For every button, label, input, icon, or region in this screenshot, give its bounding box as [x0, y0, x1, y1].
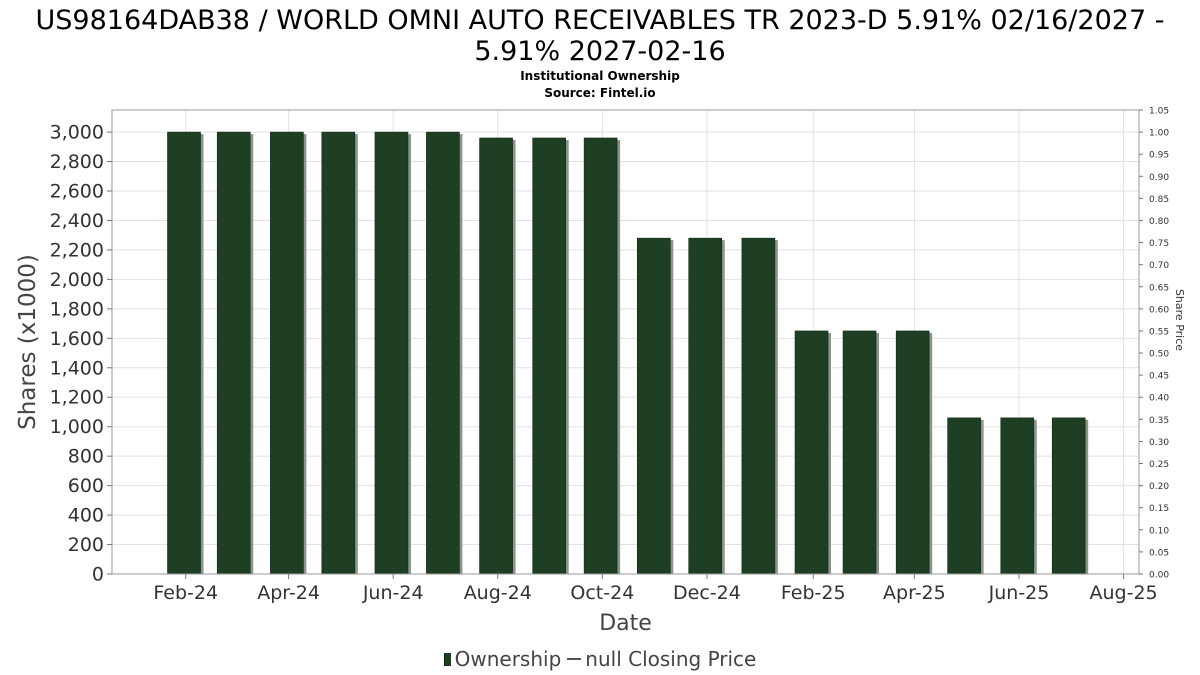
y2-tick-label: 1.05: [1149, 107, 1169, 117]
ownership-bar: [741, 237, 776, 575]
y2-tick-label: 0.10: [1149, 526, 1169, 536]
ownership-bar: [1051, 417, 1086, 575]
y-tick-label: 2,400: [50, 210, 104, 232]
ownership-bar: [895, 330, 930, 575]
y-tick-label: 1,000: [50, 416, 104, 438]
chart-subtitle: Institutional Ownership: [520, 69, 680, 83]
y-tick-label: 2,200: [50, 239, 104, 261]
y2-tick-label: 0.55: [1149, 327, 1169, 337]
chart-source: Source: Fintel.io: [544, 86, 656, 100]
ownership-bar: [374, 131, 409, 575]
ownership-bar: [270, 131, 304, 575]
y-axis-title: Shares (x1000): [15, 254, 41, 430]
closing-price-legend-line: [567, 658, 582, 660]
ownership-legend-swatch: [443, 653, 451, 666]
y2-tick-label: 0.80: [1149, 217, 1169, 227]
ownership-bar: [794, 330, 829, 575]
ownership-bar: [1000, 417, 1035, 575]
y2-tick-label: 0.15: [1149, 504, 1169, 514]
ownership-bar: [947, 417, 981, 575]
y-tick-label: 0: [92, 564, 104, 586]
closing-price-legend-label: null Closing Price: [585, 647, 757, 671]
ownership-bar: [216, 131, 251, 575]
y-tick-label: 1,200: [50, 387, 104, 409]
ownership-bar: [426, 131, 460, 575]
y2-tick-label: 0.40: [1149, 394, 1169, 404]
ownership-bar: [167, 131, 201, 575]
ownership-bar: [583, 137, 618, 575]
x-tick-label: Apr-24: [257, 582, 320, 604]
ownership-bar: [532, 137, 567, 575]
x-tick-label: Apr-25: [883, 582, 946, 604]
y-tick-label: 2,800: [50, 151, 104, 173]
y2-tick-label: 0.60: [1149, 305, 1169, 315]
y2-tick-label: 0.50: [1149, 350, 1169, 360]
x-tick-label: Aug-24: [464, 582, 532, 604]
x-tick-label: Jun-25: [988, 582, 1050, 604]
y-tick-label: 1,400: [50, 357, 104, 379]
y2-tick-label: 0.00: [1149, 571, 1169, 581]
plot-area: [112, 110, 1139, 574]
ownership-bar: [321, 131, 356, 575]
y-tick-label: 2,000: [50, 269, 104, 291]
y2-tick-label: 0.25: [1149, 460, 1169, 470]
y-tick-label: 600: [68, 475, 104, 497]
y-tick-label: 800: [68, 446, 104, 468]
chart-legend: Ownership null Closing Price: [0, 646, 1200, 672]
plot-frame: [111, 109, 1140, 575]
y2-tick-label: 0.30: [1149, 438, 1169, 448]
y2-tick-label: 0.05: [1149, 548, 1169, 558]
y2-tick-label: 0.90: [1149, 173, 1169, 183]
y2-tick-label: 1.00: [1149, 129, 1169, 139]
ownership-bar: [479, 137, 513, 575]
y-tick-label: 3,000: [50, 122, 104, 144]
ownership-bar: [688, 237, 723, 575]
chart-title-line-1: US98164DAB38 / WORLD OMNI AUTO RECEIVABL…: [35, 5, 1165, 36]
x-tick-label: Oct-24: [570, 582, 634, 604]
ownership-chart: 0 200 400 600 800 1,000 1,200 1,400 1,600 1,800 2,…: [15, 107, 1186, 637]
x-tick-label: Feb-24: [153, 582, 218, 604]
y2-tick-label: 0.20: [1149, 482, 1169, 492]
x-tick-label: Jun-24: [362, 582, 424, 604]
x-tick-label: Feb-25: [781, 582, 846, 604]
x-axis-title: Date: [599, 611, 652, 636]
y-tick-label: 2,600: [50, 181, 104, 203]
ownership-legend-label: Ownership: [454, 647, 562, 671]
ownership-bar: [636, 237, 671, 575]
y2-tick-label: 0.65: [1149, 283, 1169, 293]
y2-tick-label: 0.45: [1149, 372, 1169, 382]
y-tick-label: 1,800: [50, 298, 104, 320]
x-tick-label: Aug-25: [1089, 582, 1157, 604]
y2-tick-label: 0.95: [1149, 151, 1169, 161]
x-tick-label: Dec-24: [673, 582, 741, 604]
y2-tick-label: 0.35: [1149, 416, 1169, 426]
y2-tick-label: 0.70: [1149, 261, 1169, 271]
y2-tick-label: 0.85: [1149, 195, 1169, 205]
ownership-bar: [842, 330, 877, 575]
y2-axis-title: Share Price: [1173, 289, 1186, 351]
y2-tick-label: 0.75: [1149, 239, 1169, 249]
y-tick-label: 400: [68, 505, 104, 527]
y-tick-label: 1,600: [50, 328, 104, 350]
y-tick-label: 200: [68, 534, 104, 556]
chart-title-line-2: 5.91% 2027-02-16: [474, 36, 726, 67]
